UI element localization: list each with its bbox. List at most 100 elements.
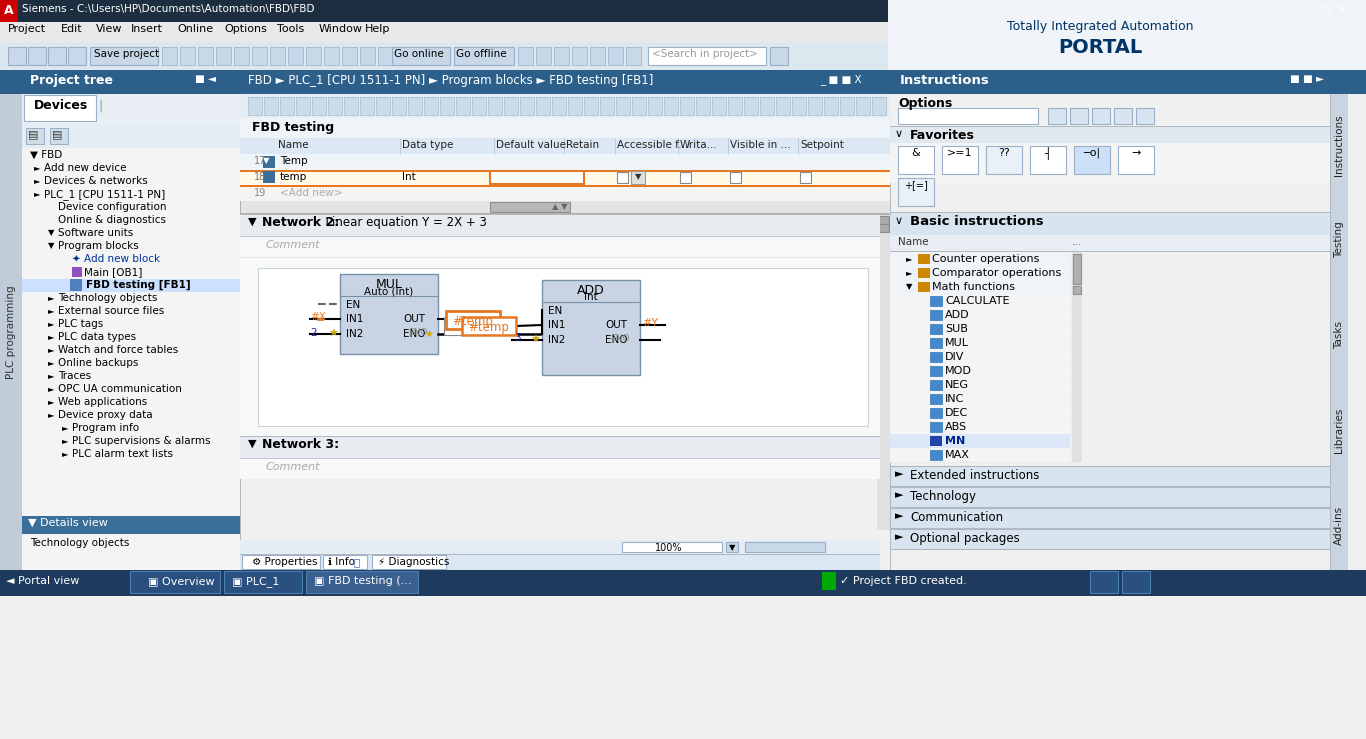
Text: Options: Options (224, 24, 268, 34)
Text: ▼: ▼ (729, 543, 735, 552)
Bar (242, 555, 320, 569)
Bar (48, 47, 66, 65)
Text: FBD testing [FB1]: FBD testing [FB1] (86, 280, 191, 290)
Bar (617, 172, 628, 183)
Text: DIV: DIV (945, 352, 964, 362)
Bar (240, 237, 880, 257)
Text: Comparator operations: Comparator operations (932, 268, 1061, 278)
Text: ▣ PLC_1: ▣ PLC_1 (232, 576, 280, 587)
Bar (600, 97, 613, 115)
Bar (22, 124, 240, 148)
Bar (891, 235, 1330, 251)
Bar (68, 47, 86, 65)
Bar (240, 170, 891, 171)
Bar (224, 571, 302, 593)
Bar (454, 47, 514, 65)
Bar (22, 94, 240, 570)
Text: OUT: OUT (403, 314, 425, 324)
Text: ▲ ▼: ▲ ▼ (552, 202, 568, 211)
Bar (240, 213, 891, 214)
Text: NEG: NEG (945, 380, 968, 390)
Bar (240, 94, 891, 118)
Bar (891, 266, 1070, 280)
Bar (930, 450, 943, 460)
Text: ▣ FBD testing (...: ▣ FBD testing (... (314, 576, 411, 586)
Text: Insert: Insert (131, 24, 163, 34)
Text: ■ ■ ►: ■ ■ ► (1290, 74, 1324, 84)
Text: ►: ► (48, 332, 55, 341)
Text: SUB: SUB (945, 324, 968, 334)
Bar (22, 516, 240, 534)
Text: Testing: Testing (1335, 222, 1344, 259)
Bar (288, 47, 303, 65)
Text: Network 2:: Network 2: (262, 216, 339, 229)
Text: Math functions: Math functions (932, 282, 1015, 292)
Bar (456, 97, 470, 115)
Bar (891, 364, 1070, 378)
Text: PLC data types: PLC data types (57, 332, 137, 342)
Bar (240, 138, 891, 139)
Bar (891, 529, 1330, 549)
Bar (0, 0, 18, 22)
Bar (820, 570, 1180, 592)
Text: Technology: Technology (910, 490, 975, 503)
Text: ►: ► (34, 189, 41, 198)
Text: ✦ Add new block: ✦ Add new block (72, 254, 160, 264)
Text: ►: ► (48, 306, 55, 315)
Text: PLC tags: PLC tags (57, 319, 104, 329)
Bar (792, 97, 806, 115)
Bar (566, 172, 576, 183)
Text: Basic instructions: Basic instructions (910, 215, 1044, 228)
Bar (447, 311, 500, 329)
Bar (22, 534, 240, 570)
Bar (891, 294, 1070, 308)
Bar (322, 555, 367, 569)
Text: Instructions: Instructions (900, 74, 990, 87)
Text: Siemens - C:\Users\HP\Documents\Automation\FBD\FBD: Siemens - C:\Users\HP\Documents\Automati… (22, 4, 314, 14)
Text: ★: ★ (328, 329, 337, 339)
Bar (891, 508, 1330, 528)
Bar (473, 97, 486, 115)
Bar (822, 572, 836, 590)
Text: Technology objects: Technology objects (30, 538, 130, 548)
Text: Add new device: Add new device (44, 163, 127, 173)
Text: Tools: Tools (277, 24, 305, 34)
Text: ▼: ▼ (264, 156, 269, 165)
Text: PLC supervisions & alarms: PLC supervisions & alarms (72, 436, 210, 446)
Bar (240, 554, 880, 555)
Bar (891, 466, 1330, 486)
Text: IN1: IN1 (548, 320, 566, 330)
Text: Default value: Default value (496, 140, 566, 150)
Bar (891, 251, 1330, 252)
Text: ▣ Overview: ▣ Overview (148, 576, 214, 586)
Text: Online: Online (178, 24, 214, 34)
Bar (729, 172, 740, 183)
Bar (22, 94, 240, 124)
Bar (240, 70, 891, 94)
Text: Temp: Temp (280, 156, 307, 166)
Text: ▼ Details view: ▼ Details view (27, 518, 108, 528)
Text: ►: ► (48, 371, 55, 380)
Text: #X: #X (310, 312, 326, 322)
Bar (340, 274, 438, 354)
Bar (270, 47, 285, 65)
Bar (878, 224, 889, 232)
Text: A: A (4, 4, 14, 18)
Text: ►: ► (48, 384, 55, 393)
Text: ✓ Project FBD created.: ✓ Project FBD created. (840, 576, 967, 586)
Bar (0, 0, 1366, 22)
Bar (408, 97, 422, 115)
Text: ─o|: ─o| (1083, 148, 1101, 158)
Bar (712, 97, 725, 115)
Bar (490, 171, 585, 184)
Text: 19: 19 (254, 188, 266, 198)
Bar (1137, 108, 1154, 124)
Bar (744, 97, 758, 115)
Text: Network 3:: Network 3: (262, 438, 339, 451)
Bar (1074, 286, 1081, 294)
Text: ►: ► (895, 469, 903, 479)
Bar (728, 97, 742, 115)
Text: ⚙ Properties: ⚙ Properties (251, 557, 317, 567)
Bar (264, 171, 275, 183)
Text: →: → (1131, 148, 1141, 158)
